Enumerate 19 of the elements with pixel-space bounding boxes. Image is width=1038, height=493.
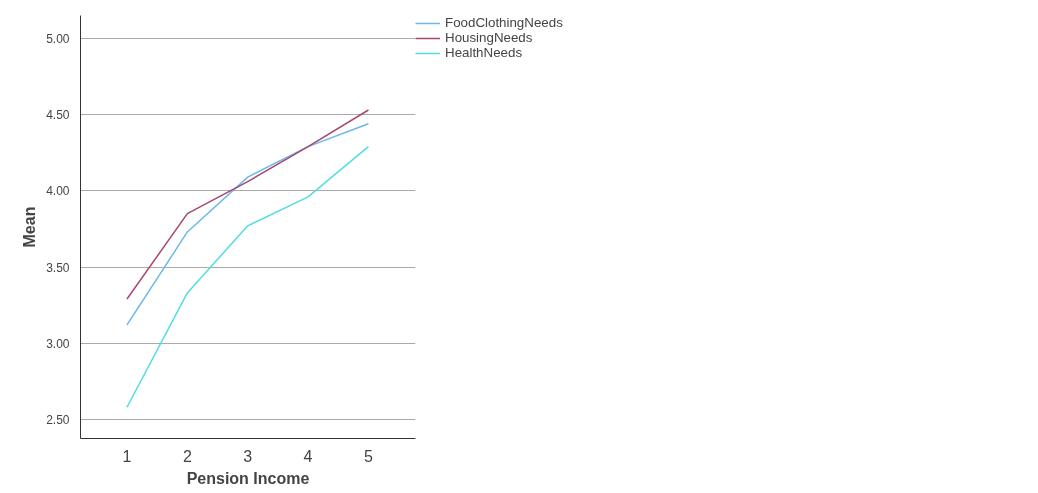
x-tick-label: 2 bbox=[182, 447, 192, 465]
x-tick-label: 5 bbox=[363, 447, 373, 465]
x-tick-label: 3 bbox=[243, 447, 253, 465]
x-axis-title: Pension Income bbox=[186, 469, 310, 487]
x-tick-label: 1 bbox=[122, 447, 132, 465]
legend-label: HousingNeeds bbox=[445, 30, 533, 45]
y-tick-label: 4.00 bbox=[46, 184, 70, 199]
y-axis-title: Mean bbox=[21, 206, 39, 248]
y-tick-label: 3.50 bbox=[46, 260, 70, 275]
legend-label: FoodClothingNeeds bbox=[445, 15, 563, 30]
line-series bbox=[126, 145, 370, 408]
y-tick-label: 5.00 bbox=[46, 31, 70, 46]
y-tick-label: 4.50 bbox=[46, 108, 70, 123]
line-series bbox=[126, 122, 370, 326]
y-tick-label: 2.50 bbox=[46, 412, 70, 427]
y-tick-label: 3.00 bbox=[46, 336, 70, 351]
line-series bbox=[126, 109, 370, 300]
legend-label: HealthNeeds bbox=[445, 45, 523, 60]
x-tick-label: 4 bbox=[303, 447, 313, 465]
